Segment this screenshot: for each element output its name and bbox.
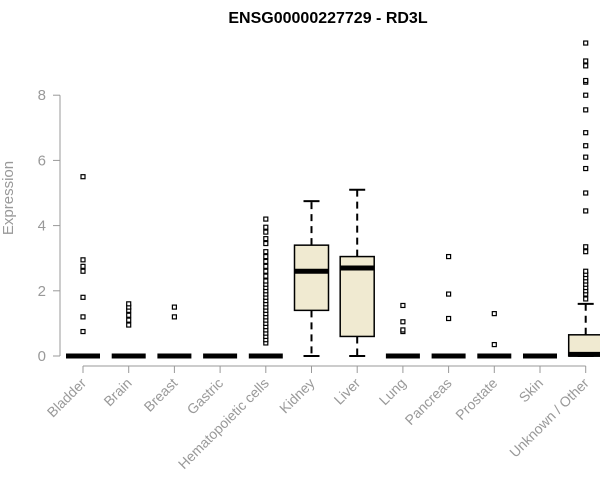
outlier-point — [126, 301, 132, 307]
box-unknown-other — [567, 40, 600, 357]
y-tick-label: 2 — [38, 283, 46, 300]
outlier-point — [263, 273, 269, 279]
outlier-point — [583, 107, 589, 113]
y-axis: 0 2 4 6 8 — [38, 87, 61, 365]
boxes-layer — [66, 40, 600, 359]
outlier-point — [80, 328, 86, 335]
box-iqr — [293, 244, 330, 312]
outlier-point — [446, 253, 452, 260]
x-tick-label: Bladder — [44, 375, 90, 421]
box-liver — [339, 188, 375, 357]
outlier-point — [583, 296, 589, 302]
outlier-point — [126, 312, 132, 318]
outlier-point — [263, 224, 269, 230]
outlier-point — [263, 263, 269, 269]
outlier-point — [400, 302, 406, 309]
outlier-point — [263, 253, 269, 260]
outlier-point — [583, 208, 589, 214]
y-tick-label: 8 — [38, 87, 46, 104]
outlier-point — [400, 327, 406, 333]
outlier-point — [80, 314, 86, 320]
outlier-point — [80, 263, 86, 269]
x-tick-label: Lung — [376, 375, 409, 408]
x-tick-label: Unknown / Other — [506, 375, 592, 461]
y-axis-label: Expression — [0, 161, 17, 235]
outlier-point — [263, 258, 269, 265]
chart-title: ENSG00000227729 - RD3L — [228, 10, 427, 27]
outlier-point — [583, 92, 589, 98]
x-tick-label: Breast — [141, 375, 181, 415]
box-lung — [385, 302, 420, 359]
x-tick-label: Pancreas — [402, 375, 455, 428]
outlier-point — [446, 291, 452, 297]
outlier-point — [446, 315, 452, 322]
box-hematopoietic-cells — [248, 216, 283, 359]
x-tick-label: Kidney — [276, 375, 318, 417]
x-tick-label: Gastric — [184, 375, 227, 418]
y-tick-label: 4 — [38, 218, 46, 235]
outlier-point — [583, 154, 589, 160]
outlier-point — [583, 268, 589, 274]
outlier-point — [583, 40, 589, 46]
outlier-point — [491, 341, 497, 348]
outlier-point — [583, 143, 589, 149]
outlier-point — [583, 77, 589, 84]
x-tick-label: Skin — [516, 375, 547, 406]
outlier-point — [263, 216, 269, 222]
x-tick-label: Liver — [331, 375, 364, 408]
x-tick-label: Hematopoietic cells — [175, 375, 272, 472]
outlier-point — [80, 257, 86, 263]
outlier-point — [126, 317, 132, 323]
outlier-point — [80, 294, 86, 300]
outlier-point — [400, 319, 406, 325]
box-brain — [111, 301, 146, 359]
outlier-point — [583, 130, 589, 136]
y-tick-label: 0 — [38, 348, 46, 365]
outlier-point — [263, 249, 269, 255]
outlier-point — [171, 304, 177, 310]
outlier-point — [263, 236, 269, 242]
box-kidney — [293, 200, 330, 357]
box-prostate — [477, 311, 512, 359]
x-tick-label: Brain — [100, 375, 134, 409]
outlier-point — [491, 311, 497, 317]
outlier-point — [583, 249, 589, 255]
outlier-point — [583, 58, 589, 64]
outlier-point — [263, 278, 269, 284]
y-tick-label: 6 — [38, 152, 46, 169]
outlier-point — [263, 268, 269, 274]
outlier-point — [80, 268, 86, 274]
x-tick-label: Prostate — [452, 375, 500, 423]
outlier-point — [263, 240, 269, 247]
outlier-point — [583, 63, 589, 69]
box-pancreas — [431, 253, 466, 359]
outlier-point — [263, 229, 269, 235]
box-bladder — [66, 174, 100, 359]
outlier-point — [583, 165, 589, 172]
outlier-point — [171, 314, 177, 320]
outlier-point — [80, 174, 86, 180]
outlier-point — [583, 190, 589, 196]
box-breast — [157, 304, 192, 359]
outlier-point — [583, 244, 589, 250]
outlier-point — [126, 322, 132, 328]
